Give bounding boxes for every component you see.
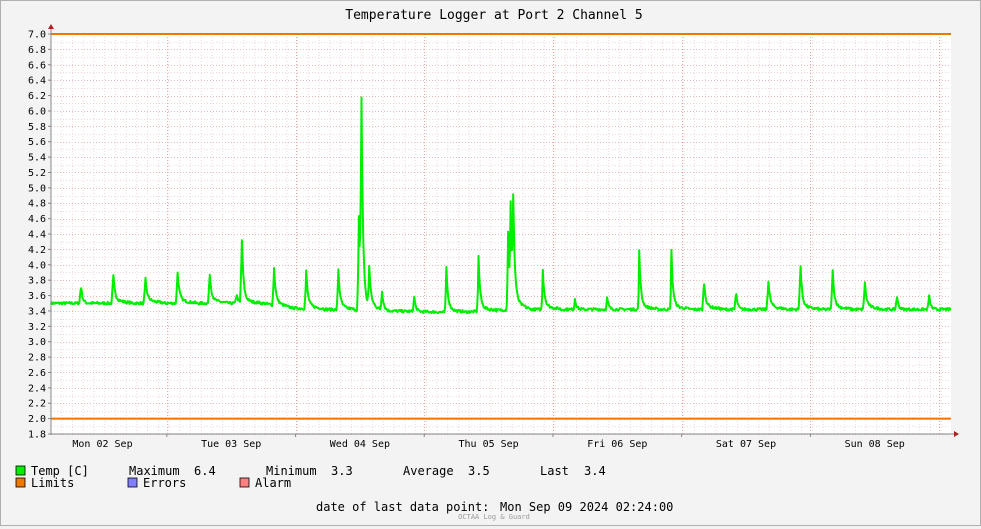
- y-tick-label: 2.6: [28, 368, 46, 379]
- y-tick-label: 2.4: [28, 383, 46, 394]
- x-tick-label: Sun 08 Sep: [845, 439, 905, 450]
- legend-limits-label: Limits: [31, 476, 74, 490]
- y-tick-label: 1.8: [28, 430, 46, 441]
- x-tick-label: Wed 04 Sep: [330, 439, 390, 450]
- y-tick-label: 5.4: [28, 153, 46, 164]
- y-tick-label: 6.0: [28, 106, 46, 117]
- legend-maximum-value: 6.4: [194, 464, 216, 478]
- y-tick-label: 6.4: [28, 76, 46, 87]
- y-tick-label: 2.0: [28, 414, 46, 425]
- y-tick-label: 4.8: [28, 199, 46, 210]
- y-tick-label: 5.8: [28, 122, 46, 133]
- y-tick-label: 3.8: [28, 276, 46, 287]
- legend-average-label: Average: [403, 464, 454, 478]
- y-tick-label: 3.4: [28, 306, 46, 317]
- limits-swatch: [15, 477, 26, 488]
- legend-alarm-label: Alarm: [255, 476, 291, 490]
- legend-maximum-label: Maximum: [129, 464, 180, 478]
- temp-series-line: [50, 96, 952, 315]
- x-axis-arrow: [954, 431, 959, 437]
- x-axis-ticks: Mon 02 Sep Tue 03 Sep Wed 04 Sep Thu 05 Sep…: [72, 434, 905, 450]
- x-tick-label: Mon 02 Sep: [72, 439, 132, 450]
- chart-title: Temperature Logger at Port 2 Channel 5: [345, 8, 642, 23]
- y-tick-label: 6.8: [28, 45, 46, 56]
- y-tick-label: 3.6: [28, 291, 46, 302]
- y-tick-label: 6.2: [28, 91, 46, 102]
- last-point-value: Mon Sep 09 2024 02:24:00: [500, 500, 673, 514]
- errors-swatch: [127, 477, 138, 488]
- y-tick-label: 4.6: [28, 214, 46, 225]
- last-point-label: date of last data point:: [316, 500, 489, 514]
- limit-lines: [51, 33, 951, 420]
- y-tick-label: 2.2: [28, 399, 46, 410]
- legend-minimum-label: Minimum: [266, 464, 317, 478]
- legend-errors-label: Errors: [143, 476, 186, 490]
- y-tick-label: 3.2: [28, 322, 46, 333]
- y-axis-arrow: [48, 24, 54, 29]
- y-tick-label: 5.0: [28, 183, 46, 194]
- legend-last-label: Last: [540, 464, 569, 478]
- y-tick-label: 6.6: [28, 60, 46, 71]
- y-tick-label: 7.0: [28, 30, 46, 41]
- alarm-swatch: [239, 477, 250, 488]
- series-layer: [50, 96, 952, 315]
- y-tick-label: 5.2: [28, 168, 46, 179]
- x-tick-label: Fri 06 Sep: [587, 439, 647, 450]
- x-tick-label: Sat 07 Sep: [716, 439, 776, 450]
- y-tick-label: 2.8: [28, 353, 46, 364]
- y-tick-label: 4.4: [28, 230, 46, 241]
- y-tick-label: 4.2: [28, 245, 46, 256]
- legend-temp-label: Temp [C]: [31, 464, 89, 478]
- x-tick-label: Tue 03 Sep: [201, 439, 261, 450]
- x-tick-label: Thu 05 Sep: [458, 439, 518, 450]
- legend-last-value: 3.4: [584, 464, 606, 478]
- axes: [48, 24, 959, 437]
- y-axis-ticks: 7.0 6.8 6.6 6.4 6.2 6.0 5.8 5.6 5.4 5.2 5.0 4.8 4.6 4…: [28, 30, 51, 441]
- y-tick-label: 4.0: [28, 260, 46, 271]
- temp-swatch: [15, 465, 26, 476]
- legend-average-value: 3.5: [468, 464, 490, 478]
- credit-text: OCTAA Log & Guard: [458, 513, 530, 521]
- y-tick-label: 5.6: [28, 137, 46, 148]
- y-tick-label: 3.0: [28, 337, 46, 348]
- legend-minimum-value: 3.3: [331, 464, 353, 478]
